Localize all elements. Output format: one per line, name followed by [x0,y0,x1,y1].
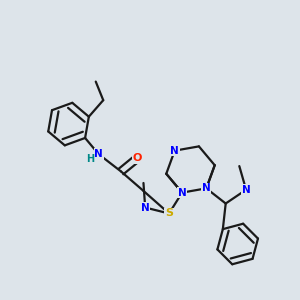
Text: N: N [202,183,211,193]
Text: N: N [170,146,179,156]
Text: N: N [202,183,211,193]
Text: N: N [141,202,150,212]
Text: O: O [133,153,142,163]
Text: N: N [165,208,173,218]
Text: H: H [86,154,94,164]
Text: N: N [242,185,250,195]
Text: S: S [165,208,173,218]
Text: N: N [178,188,187,198]
Text: N: N [94,149,103,159]
